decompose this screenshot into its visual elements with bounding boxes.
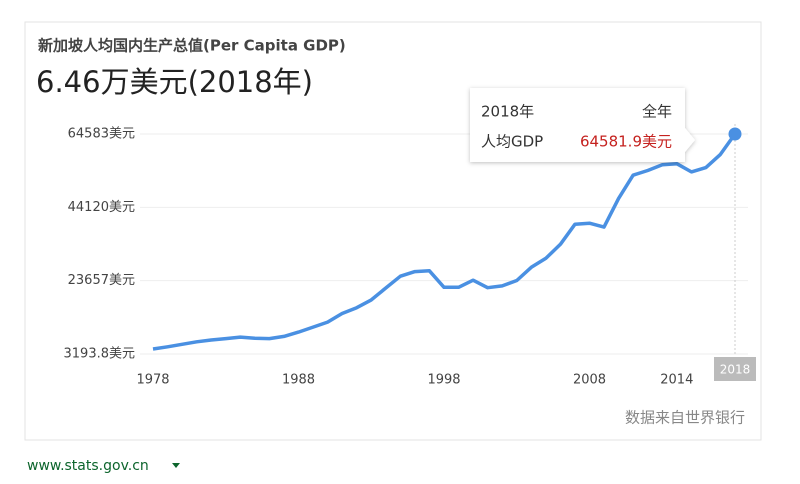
series-line — [152, 132, 737, 351]
hover-point — [728, 127, 742, 141]
x-tick-label: 1998 — [427, 373, 460, 388]
chart-title: 新加坡人均国内生产总值(Per Capita GDP) — [38, 37, 346, 55]
headline: 6.46万美元(2018年) — [36, 65, 313, 99]
source: 数据来自世界银行 — [625, 409, 745, 427]
tooltip-value: 64581.9美元 — [580, 133, 672, 151]
tooltip-box — [470, 88, 695, 162]
tooltip-metric: 人均GDP — [481, 133, 543, 151]
tooltip-period: 2018年 — [481, 103, 534, 121]
x-tick-label: 1978 — [136, 373, 169, 388]
plot: 3193.8美元 23657美元 44120美元 64583美元 1978 1988 199… — [64, 124, 756, 388]
x-tick-highlight — [714, 357, 756, 381]
x-tick-label: 2018 — [720, 363, 751, 377]
y-tick-label: 23657美元 — [68, 273, 135, 288]
y-tick-label: 44120美元 — [68, 200, 135, 215]
y-tick-label: 3193.8美元 — [64, 347, 136, 362]
x-tick-label: 1988 — [282, 373, 315, 388]
tooltip: 2018年 全年 人均GDP 64581.9美元 — [470, 88, 695, 162]
tooltip-span: 全年 — [642, 103, 672, 121]
url[interactable]: www.stats.gov.cn — [27, 458, 149, 474]
x-tick-label: 2008 — [573, 373, 606, 388]
x-tick-label: 2014 — [660, 373, 693, 388]
url-dropdown[interactable] — [172, 463, 180, 468]
y-tick-label: 64583美元 — [68, 127, 135, 142]
